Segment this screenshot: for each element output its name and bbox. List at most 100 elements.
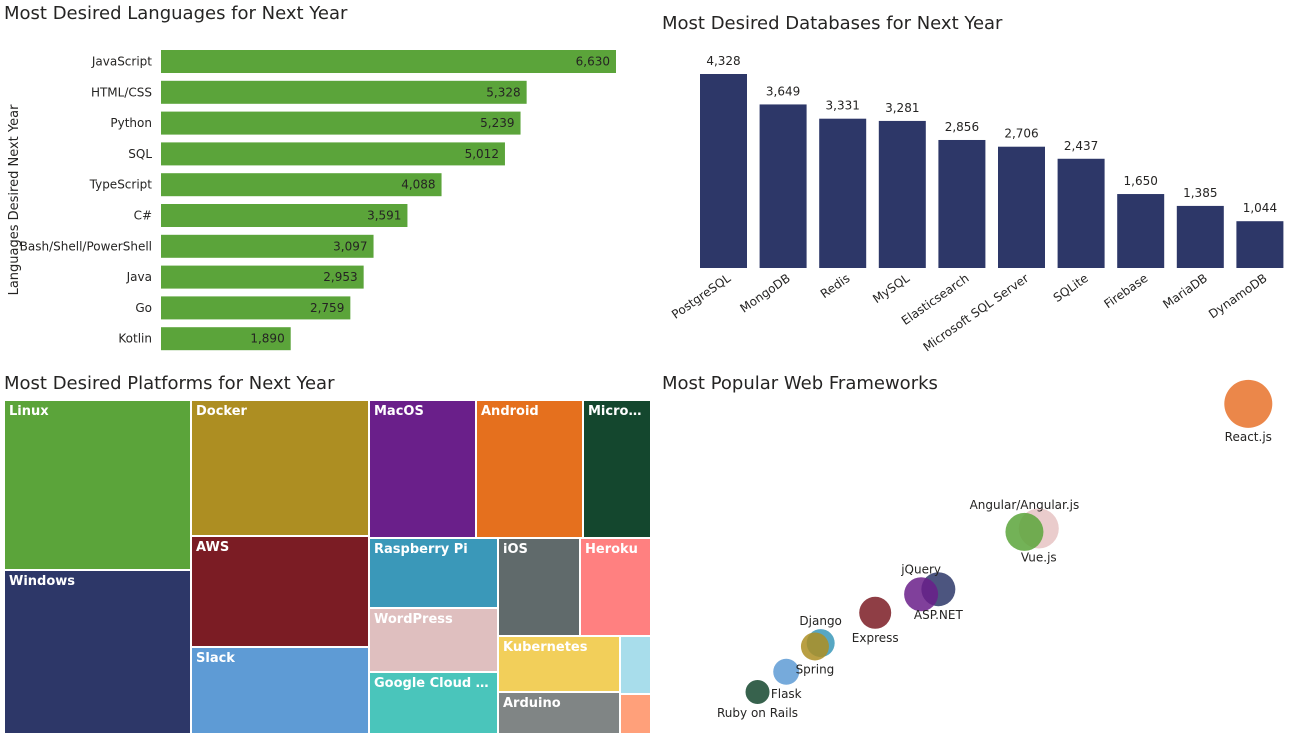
languages-chart: Languages Desired Next Year JavaScript 6,6… [7,50,616,351]
treemap-tile[interactable]: AWS [191,536,369,647]
languages-value-label: 3,097 [333,239,367,253]
framework-point-label: ASP.NET [914,608,964,622]
databases-value-label: 1,044 [1243,201,1277,215]
framework-point-label: React.js [1225,430,1272,444]
databases-tick-label: MySQL [870,271,912,306]
treemap-tile[interactable] [620,694,651,734]
databases-value-label: 2,706 [1004,127,1038,141]
framework-point-label: jQuery [900,562,941,576]
languages-value-label: 6,630 [576,55,610,69]
treemap-tile[interactable]: Google Cloud Pl... [369,672,498,734]
platforms-chart-panel: Most Desired Platforms for Next Year Lin… [0,368,652,735]
languages-tick-label: Kotlin [118,332,152,346]
languages-tick-label: C# [134,209,152,223]
frameworks-chart-title: Most Popular Web Frameworks [662,373,938,394]
languages-value-label: 1,890 [250,332,284,346]
languages-bar[interactable] [161,173,442,197]
framework-point[interactable] [773,658,800,685]
platforms-treemap: Linux Windows Docker AWS Slack MacOS Android Mi… [4,400,651,734]
languages-bar[interactable] [161,142,505,166]
framework-point[interactable] [1005,512,1044,551]
databases-bar[interactable] [998,146,1045,268]
databases-chart-title: Most Desired Databases for Next Year [662,13,1003,34]
framework-point-label: Flask [771,687,802,701]
databases-tick-label: MongoDB [737,271,792,316]
languages-bar[interactable] [161,296,351,320]
languages-value-label: 5,328 [486,85,520,99]
treemap-tile-label: Docker [196,404,247,419]
treemap-tile-label: WordPress [374,612,453,627]
databases-value-label: 3,281 [885,101,919,115]
languages-chart-title: Most Desired Languages for Next Year [4,3,348,24]
databases-value-label: 1,385 [1183,186,1217,200]
treemap-tile[interactable]: Arduino [498,692,620,734]
databases-bar[interactable] [700,74,747,268]
treemap-tile-label: Slack [196,651,235,666]
treemap-tile[interactable]: Docker [191,400,369,536]
databases-bar[interactable] [1236,221,1284,268]
treemap-tile-label: Windows [9,574,76,589]
framework-point[interactable] [859,596,892,629]
framework-point-label: Spring [796,662,835,676]
languages-tick-label: Java [126,270,152,284]
languages-tick-label: JavaScript [91,55,152,69]
treemap-tile[interactable]: Linux [4,400,191,570]
framework-point[interactable] [745,679,770,704]
treemap-tile[interactable]: Slack [191,647,369,734]
databases-bar[interactable] [759,104,807,269]
languages-tick-label: SQL [128,147,152,161]
languages-value-label: 5,012 [465,147,499,161]
platforms-chart-title: Most Desired Platforms for Next Year [4,373,335,394]
databases-value-label: 2,437 [1064,139,1098,153]
treemap-tile[interactable]: Micros... [583,400,651,538]
languages-value-label: 2,759 [310,301,344,315]
databases-tick-label: DynamoDB [1206,271,1270,321]
framework-point[interactable] [800,632,829,661]
databases-chart-panel: Most Desired Databases for Next Year 4,3… [655,0,1308,365]
treemap-tile[interactable]: MacOS [369,400,476,538]
databases-tick-label: Firebase [1101,271,1150,311]
treemap-tile[interactable]: Raspberry Pi [369,538,498,608]
languages-bar[interactable] [161,111,521,135]
framework-point[interactable] [904,577,939,612]
treemap-tile[interactable]: Windows [4,570,191,734]
languages-bar[interactable] [161,80,527,104]
treemap-tile-label: Arduino [503,696,561,711]
treemap-tile[interactable]: Heroku [580,538,651,636]
databases-tick-label: Redis [818,271,853,301]
framework-point-label: Express [852,631,899,645]
databases-bar[interactable] [1117,194,1165,268]
treemap-tile[interactable]: WordPress [369,608,498,672]
databases-bar[interactable] [819,118,867,268]
languages-bar[interactable] [161,234,374,258]
databases-tick-label: MariaDB [1160,271,1210,312]
databases-bar[interactable] [878,120,926,268]
treemap-tile-label: Heroku [585,542,638,557]
databases-bar[interactable] [938,139,986,268]
languages-value-label: 5,239 [480,116,514,130]
treemap-tile-label: Linux [9,404,49,419]
databases-value-label: 2,856 [945,120,979,134]
treemap-tile-label: Google Cloud Pl... [374,676,495,691]
treemap-tile-label: MacOS [374,404,424,419]
languages-bar[interactable] [161,50,616,73]
framework-point-label: Ruby on Rails [717,706,798,720]
databases-value-label: 3,331 [826,99,860,113]
languages-bar[interactable] [161,265,364,289]
treemap-tile[interactable]: iOS [498,538,580,636]
databases-bar[interactable] [1176,205,1224,268]
treemap-tile[interactable] [620,636,651,694]
databases-value-label: 3,649 [766,84,800,98]
databases-chart: 4,328 PostgreSQL 3,649 MongoDB 3,331 Redis 3,2… [669,54,1284,354]
languages-bar[interactable] [161,204,408,227]
treemap-tile-label: Micros... [588,404,648,419]
languages-bar[interactable] [161,327,291,351]
treemap-tile[interactable]: Kubernetes [498,636,620,692]
databases-bar[interactable] [1057,158,1105,268]
languages-tick-label: TypeScript [89,178,153,192]
languages-value-label: 4,088 [401,178,435,192]
treemap-tile[interactable]: Android [476,400,583,538]
framework-point[interactable] [1224,379,1273,428]
framework-point-label: Angular/Angular.js [970,498,1080,512]
framework-point-label: Vue.js [1021,551,1057,565]
